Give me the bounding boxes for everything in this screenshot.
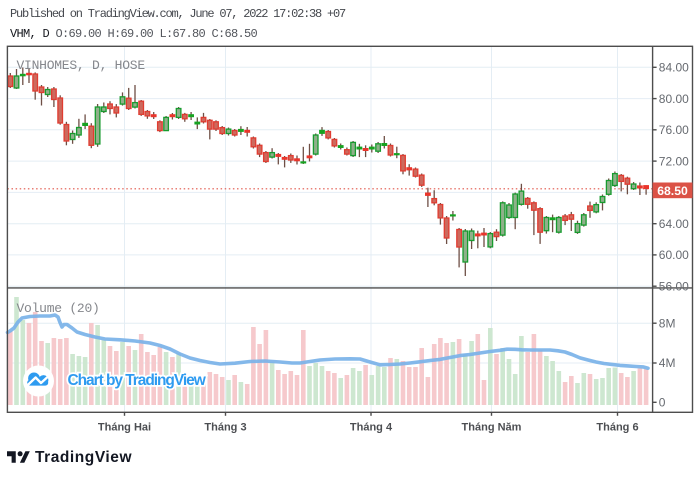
svg-text:84.00: 84.00: [659, 61, 689, 75]
svg-text:56.00: 56.00: [659, 279, 689, 293]
svg-text:Chart by TradingView: Chart by TradingView: [68, 372, 207, 389]
svg-text:76.00: 76.00: [659, 123, 689, 137]
svg-text:64.00: 64.00: [659, 217, 689, 231]
svg-text:Tháng Năm: Tháng Năm: [462, 422, 522, 434]
svg-text:60.00: 60.00: [659, 248, 689, 262]
svg-text:8M: 8M: [659, 316, 676, 330]
svg-text:Tháng 3: Tháng 3: [204, 422, 246, 434]
svg-text:80.00: 80.00: [659, 92, 689, 106]
svg-text:68.50: 68.50: [657, 184, 688, 198]
svg-text:Tháng Hai: Tháng Hai: [98, 422, 151, 434]
svg-text:Tháng 4: Tháng 4: [350, 422, 393, 434]
svg-text:4M: 4M: [659, 356, 676, 370]
svg-text:Tháng 6: Tháng 6: [596, 422, 638, 434]
svg-text:0: 0: [659, 396, 666, 410]
svg-text:72.00: 72.00: [659, 154, 689, 168]
